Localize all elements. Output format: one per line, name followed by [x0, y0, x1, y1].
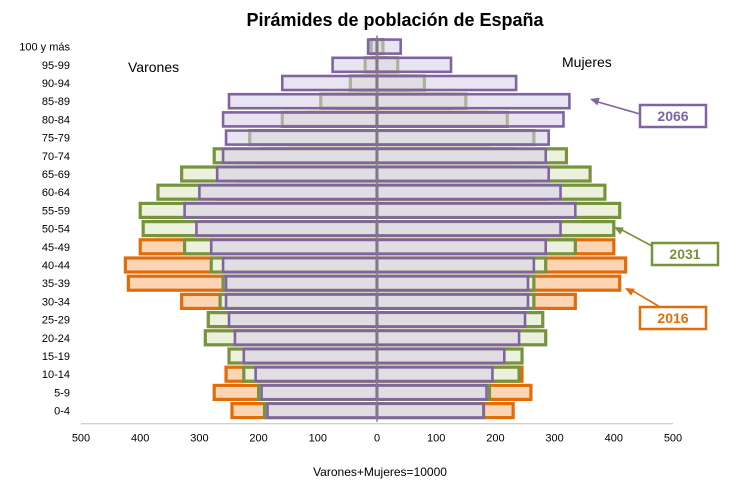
y-category-label-16: 20-24 — [42, 333, 70, 345]
bar-2066-varones-17 — [242, 347, 379, 365]
bar-2066-varones-15 — [227, 311, 379, 328]
bar-2066-varones-18 — [254, 365, 379, 383]
bar-2066-varones-8 — [198, 183, 379, 201]
y-category-label-0: 100 y más — [19, 42, 70, 54]
y-category-label-18: 10-14 — [42, 369, 70, 381]
x-tick-label-6: 100 — [427, 433, 445, 445]
bar-2066-mujeres-1 — [375, 56, 453, 74]
y-category-label-2: 90-94 — [42, 78, 70, 90]
bar-2066-varones-10 — [195, 220, 379, 237]
bar-2066-varones-14 — [224, 293, 379, 310]
bar-2066-varones-11 — [209, 238, 379, 256]
y-category-label-11: 45-49 — [42, 242, 70, 254]
bar-2066-varones-5 — [224, 129, 379, 146]
bar-2066-mujeres-6 — [375, 147, 548, 165]
bar-2066-varones-3 — [227, 92, 379, 110]
y-category-label-13: 35-39 — [42, 278, 70, 290]
x-axis-caption: Varones+Mujeres=10000 — [313, 465, 447, 479]
legend-item-2066: 2066 — [590, 97, 708, 129]
x-tick-label-9: 400 — [605, 433, 623, 445]
bar-2066-mujeres-12 — [375, 256, 536, 274]
bar-2066-varones-0 — [366, 38, 379, 55]
legend-box-2066 — [638, 103, 708, 129]
y-category-label-6: 70-74 — [42, 151, 70, 163]
legend-arrow-line-2066 — [597, 101, 641, 115]
legend-arrow-head-2016 — [625, 288, 635, 296]
left-side-label: Varones — [128, 59, 179, 75]
bar-2066-mujeres-15 — [375, 311, 527, 328]
y-category-label-20: 0-4 — [54, 406, 70, 418]
bar-2066-mujeres-2 — [375, 74, 518, 92]
bar-2066-mujeres-16 — [375, 329, 521, 347]
legend-arrow-head-2066 — [590, 97, 600, 106]
legend-arrow-head-2031 — [614, 227, 624, 235]
bar-2066-mujeres-3 — [375, 92, 571, 110]
bar-2066-mujeres-4 — [375, 111, 565, 128]
bars-group — [123, 37, 628, 420]
bar-2066-varones-20 — [266, 402, 379, 419]
bar-2066-mujeres-5 — [375, 129, 550, 146]
legend-arrow-line-2031 — [621, 229, 653, 247]
legend: 2066 2031 2016 — [590, 97, 720, 331]
legend-label-2066: 2066 — [657, 108, 688, 124]
bar-2066-varones-7 — [215, 165, 379, 183]
x-tick-label-10: 500 — [664, 433, 682, 445]
bar-2066-mujeres-7 — [375, 165, 550, 183]
x-tick-label-0: 500 — [72, 433, 90, 445]
x-tick-label-1: 400 — [131, 433, 149, 445]
x-tick-label-4: 100 — [309, 433, 327, 445]
bar-2066-mujeres-18 — [375, 365, 494, 383]
bar-2066-mujeres-20 — [375, 402, 485, 419]
x-tick-labels: 500 400 300 200 100 0 100 200 300 400 500 — [72, 433, 682, 445]
legend-item-2031: 2031 — [614, 227, 720, 267]
chart-title: Pirámides de población de España — [246, 10, 544, 30]
bar-2066-mujeres-8 — [375, 183, 562, 201]
y-category-label-12: 40-44 — [42, 260, 70, 272]
y-category-label-4: 80-84 — [42, 114, 70, 126]
legend-item-2016: 2016 — [625, 288, 708, 331]
y-category-label-17: 15-19 — [42, 351, 70, 363]
x-tick-label-8: 300 — [545, 433, 563, 445]
y-category-label-5: 75-79 — [42, 133, 70, 145]
y-category-label-15: 25-29 — [42, 315, 70, 327]
bar-2066-varones-9 — [183, 202, 379, 219]
right-side-label: Mujeres — [562, 54, 612, 70]
bar-2066-varones-6 — [221, 147, 379, 165]
bar-2066-mujeres-0 — [375, 38, 402, 55]
x-tick-label-5: 0 — [374, 433, 380, 445]
y-category-label-10: 50-54 — [42, 224, 70, 236]
bar-2066-varones-2 — [280, 74, 379, 92]
bar-2066-varones-19 — [260, 384, 379, 401]
x-tick-label-2: 300 — [190, 433, 208, 445]
y-category-labels: 100 y más 95-99 90-94 85-89 80-84 75-79 70-74 6… — [19, 42, 70, 418]
legend-box-2016 — [638, 305, 708, 331]
x-tick-label-7: 200 — [486, 433, 504, 445]
bar-2066-varones-16 — [233, 329, 379, 347]
y-category-label-1: 95-99 — [42, 60, 70, 72]
y-category-label-7: 65-69 — [42, 169, 70, 181]
bar-2066-varones-4 — [221, 111, 379, 128]
legend-box-2031 — [650, 241, 720, 267]
y-category-label-8: 60-64 — [42, 187, 70, 199]
legend-label-2016: 2016 — [657, 310, 688, 326]
bar-2066-mujeres-19 — [375, 384, 488, 401]
y-category-label-14: 30-34 — [42, 296, 70, 308]
legend-arrow-line-2016 — [632, 290, 661, 308]
y-category-label-19: 5-9 — [54, 387, 70, 399]
bar-2066-varones-12 — [221, 256, 379, 274]
legend-label-2031: 2031 — [669, 246, 700, 262]
bar-2066-varones-13 — [224, 274, 379, 292]
bar-2066-mujeres-10 — [375, 220, 562, 237]
y-category-label-9: 55-59 — [42, 205, 70, 217]
bar-2066-mujeres-11 — [375, 238, 548, 256]
bar-2066-mujeres-13 — [375, 274, 530, 292]
bar-2066-mujeres-14 — [375, 293, 530, 310]
y-category-label-3: 85-89 — [42, 96, 70, 108]
bar-2066-mujeres-9 — [375, 202, 577, 219]
bar-2066-varones-1 — [331, 56, 379, 74]
bar-2066-mujeres-17 — [375, 347, 506, 365]
x-tick-label-3: 200 — [249, 433, 267, 445]
